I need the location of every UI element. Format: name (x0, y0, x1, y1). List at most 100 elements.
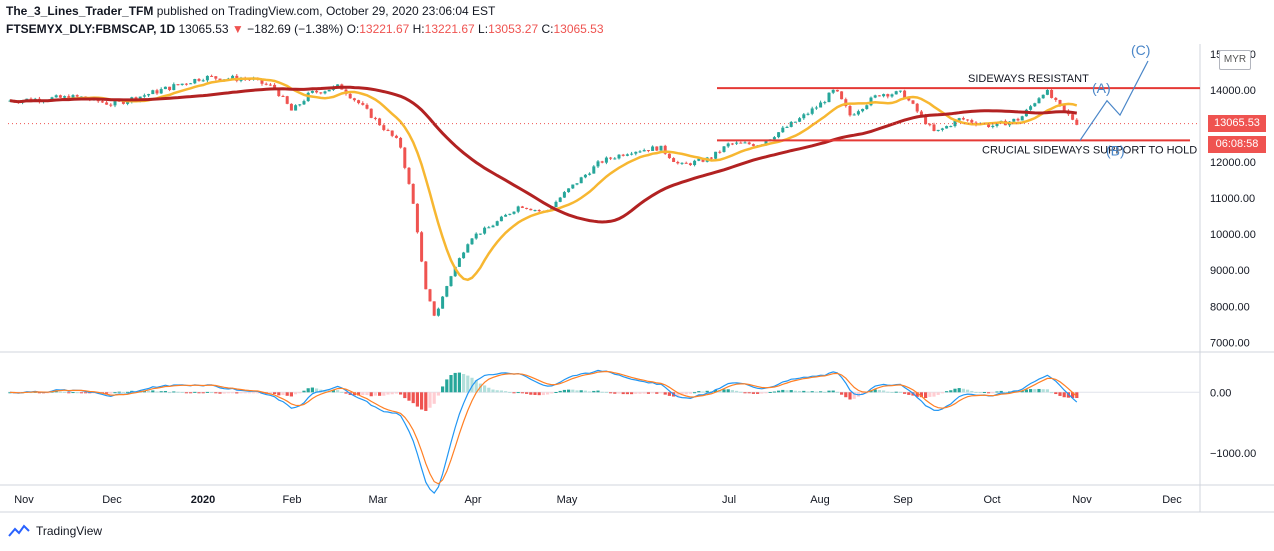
candle-body (966, 119, 970, 121)
candle-body (470, 238, 474, 245)
macd-histogram-bar (483, 385, 487, 393)
candle-body (592, 166, 596, 174)
symbol-name[interactable]: FTSEMYX_DLY:FBMSCAP, 1D (6, 22, 176, 36)
candle-body (894, 91, 898, 95)
candle-body (735, 142, 739, 144)
candle-body (218, 78, 222, 81)
macd-histogram-bar (567, 389, 571, 393)
candle-body (336, 84, 340, 87)
candle-body (327, 89, 331, 92)
candle-body (596, 161, 600, 167)
macd-histogram-bar (344, 392, 348, 394)
macd-histogram-bar (966, 389, 970, 393)
candle-body (907, 98, 911, 101)
macd-histogram-bar (407, 392, 411, 401)
macd-histogram-bar (163, 390, 167, 393)
candle-body (323, 91, 327, 94)
macd-histogram-bar (79, 392, 83, 394)
ma-short-line (9, 77, 1078, 282)
macd-histogram-bar (693, 392, 697, 394)
down-arrow-icon: ▼ (231, 22, 244, 36)
macd-histogram-bar (382, 392, 386, 396)
macd-histogram-bar (243, 392, 247, 394)
candle-body (159, 89, 163, 94)
candle-body (289, 103, 293, 111)
low-label: L: (478, 22, 489, 36)
macd-histogram-bar (369, 392, 373, 397)
macd-histogram-bar (323, 390, 327, 393)
support-label: CRUCIAL SIDEWAYS SUPPORT TO HOLD (982, 144, 1197, 156)
candle-body (567, 188, 571, 193)
macd-histogram-bar (504, 391, 508, 393)
macd-histogram-bar (226, 392, 230, 394)
macd-histogram-bar (739, 391, 743, 393)
author-name[interactable]: The_3_Lines_Trader_TFM (6, 4, 154, 18)
macd-histogram-bar (1050, 392, 1054, 394)
macd-histogram-bar (882, 390, 886, 393)
candle-body (264, 83, 268, 85)
macd-histogram-bar (537, 392, 541, 396)
candle-body (163, 86, 167, 90)
macd-histogram-bar (940, 392, 944, 394)
macd-histogram-bar (772, 391, 776, 393)
high-value: 13221.67 (424, 22, 475, 36)
macd-histogram-bar (298, 392, 302, 394)
candle-body (193, 78, 197, 84)
macd-histogram-bar (823, 391, 827, 393)
macd-y-tick-label: 0.00 (1210, 387, 1231, 399)
candle-body (184, 83, 188, 85)
candle-body (634, 151, 638, 154)
candle-body (1029, 106, 1033, 110)
macd-histogram-bar (126, 391, 130, 393)
macd-histogram-bar (75, 392, 79, 394)
macd-histogram-bar (667, 392, 671, 396)
candle-body (680, 162, 684, 164)
macd-histogram-bar (151, 390, 155, 393)
candle-body (684, 162, 688, 164)
macd-histogram-bar (835, 391, 839, 393)
macd-histogram-bar (273, 392, 277, 394)
macd-histogram-bar (357, 392, 361, 396)
macd-histogram-bar (449, 375, 453, 393)
macd-histogram-bar (638, 392, 642, 394)
candle-body (945, 126, 949, 129)
tradingview-footer[interactable]: TradingView (8, 524, 102, 538)
candle-body (512, 211, 516, 214)
candle-body (642, 150, 646, 152)
macd-histogram-bar (621, 392, 625, 395)
candle-body (113, 100, 117, 106)
wave-label: (C) (1131, 42, 1150, 58)
macd-histogram-bar (751, 392, 755, 394)
candle-body (428, 289, 432, 302)
candle-body (613, 158, 617, 160)
y-tick-label: 11000.00 (1210, 193, 1255, 205)
macd-histogram-bar (121, 392, 125, 394)
candle-body (676, 161, 680, 164)
macd-histogram-bar (747, 392, 751, 394)
price-chart[interactable]: SIDEWAYS RESISTANT CRUCIAL SIDEWAYS SUPPO… (0, 0, 1274, 520)
wave-label: (A) (1092, 80, 1111, 96)
candle-body (928, 124, 932, 126)
macd-histogram-bar (512, 392, 516, 394)
candle-body (554, 201, 558, 207)
macd-histogram-bar (445, 379, 449, 393)
candle-body (466, 244, 470, 253)
macd-histogram-bar (701, 391, 705, 393)
macd-histogram-bar (806, 391, 810, 393)
candle-body (449, 276, 453, 287)
open-value: 13221.67 (359, 22, 410, 36)
macd-histogram-bar (428, 392, 432, 408)
candle-body (667, 153, 671, 159)
macd-histogram-bar (575, 390, 579, 393)
candle-body (777, 132, 781, 138)
candle-body (394, 135, 398, 138)
candle-body (709, 157, 713, 159)
candle-body (147, 94, 151, 96)
macd-histogram-bar (592, 390, 596, 393)
currency-badge[interactable]: MYR (1219, 50, 1251, 70)
y-tick-label: 7000.00 (1210, 337, 1250, 349)
tradingview-logo-icon (8, 524, 30, 537)
footer-brand: TradingView (36, 524, 103, 538)
candle-body (277, 88, 281, 97)
macd-histogram-bar (625, 392, 629, 395)
